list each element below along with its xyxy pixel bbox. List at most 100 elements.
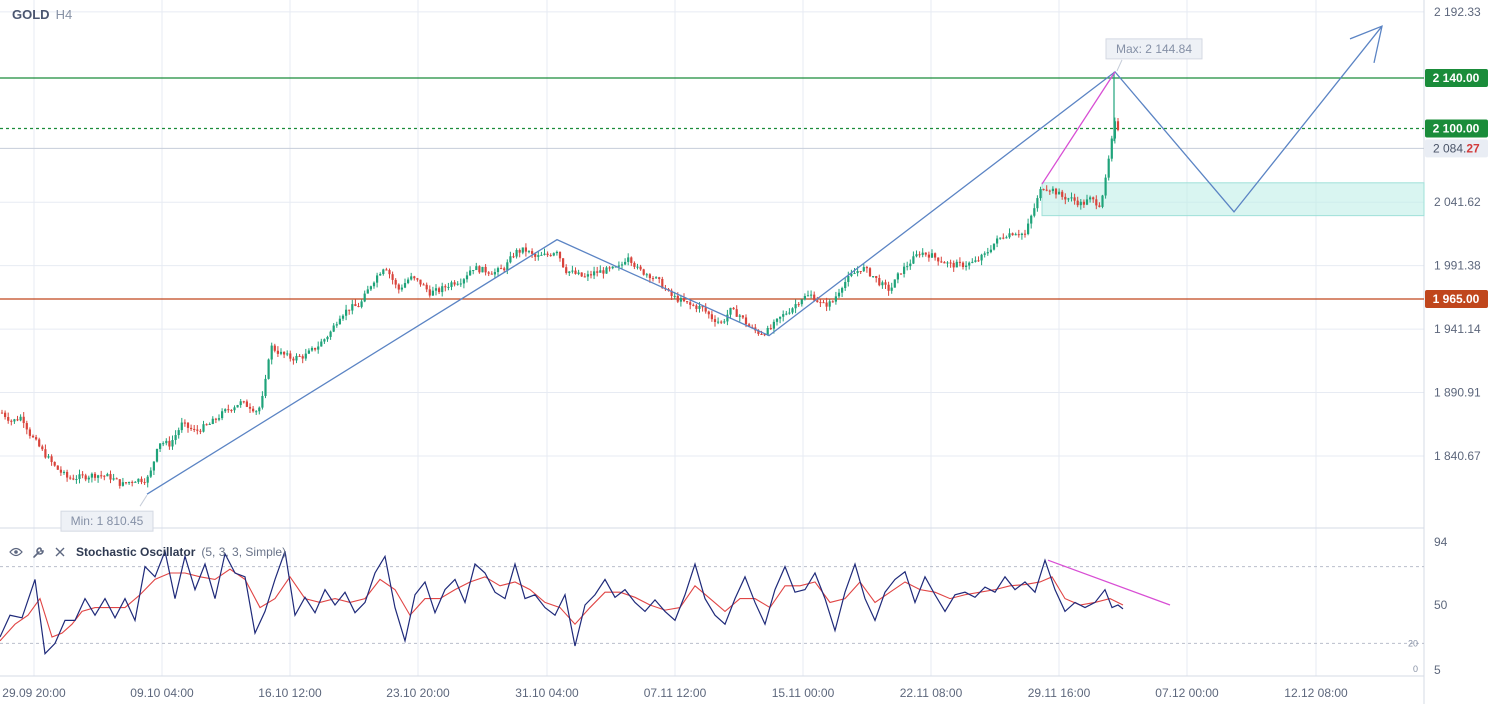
candle-body [276, 350, 279, 354]
candle-body [44, 449, 47, 458]
candle-body [896, 273, 899, 280]
candle-body [670, 290, 673, 296]
candle-body [608, 267, 611, 269]
candle-body [1005, 237, 1008, 239]
candle-body [720, 321, 723, 323]
candle-body [676, 295, 679, 302]
candle-body [134, 481, 137, 483]
candle-body [645, 274, 648, 276]
candle-body [1008, 233, 1011, 238]
candle-body [732, 307, 735, 310]
candle-body [707, 311, 710, 315]
candle-body [977, 260, 980, 262]
candle-body [574, 270, 577, 274]
candle-body [593, 271, 596, 276]
candle-body [416, 278, 419, 280]
candle-body [763, 334, 766, 336]
stochastic-k-line [0, 549, 1124, 655]
candle-body [196, 429, 199, 431]
candle-body [775, 318, 779, 322]
candle-body [345, 309, 348, 316]
candle-body [642, 269, 645, 275]
candle-body [537, 255, 540, 257]
candle-body [983, 253, 986, 255]
candle-body [450, 282, 453, 287]
candle-body [295, 355, 298, 361]
candle-body [267, 359, 270, 379]
candle-body [1113, 121, 1116, 139]
candle-body [741, 315, 744, 318]
candle-body [180, 422, 183, 431]
candle-body [648, 274, 651, 279]
candle-body [62, 471, 66, 473]
time-tick-label: 07.12 00:00 [1155, 686, 1219, 700]
candle-body [208, 423, 211, 425]
indicator-name: Stochastic Oscillator [76, 545, 196, 559]
candle-body [304, 353, 307, 359]
timeframe-label[interactable]: H4 [55, 7, 73, 22]
wrench-icon[interactable] [30, 544, 46, 560]
indicator-params: (5, 3, 3, Simple) [201, 545, 287, 559]
candle-body [397, 284, 400, 290]
candle-body [955, 261, 958, 268]
candle-body [236, 405, 239, 408]
candle-body [571, 270, 574, 272]
candle-body [286, 353, 289, 355]
candle-body [1048, 190, 1051, 192]
candle-body [410, 276, 413, 280]
candle-body [878, 278, 881, 286]
candle-body [534, 253, 537, 257]
time-tick-label: 16.10 12:00 [258, 686, 322, 700]
candle-body [230, 409, 233, 411]
candle-body [400, 287, 403, 290]
candle-body [1082, 201, 1085, 205]
candle-body [689, 302, 692, 305]
candle-body [301, 356, 304, 359]
candle-body [729, 307, 732, 315]
close-icon[interactable] [52, 544, 68, 560]
candle-body [131, 481, 134, 483]
candle-body [202, 424, 205, 432]
candle-body [1045, 189, 1048, 191]
candle-body [87, 477, 90, 480]
candle-body [673, 295, 676, 297]
candle-body [949, 262, 952, 264]
candle-body [906, 266, 909, 268]
candle-body [100, 475, 103, 477]
candle-body [1089, 197, 1092, 200]
candle-body [527, 251, 531, 253]
candle-body [171, 440, 174, 447]
price-level-label: 2 140.00 [1433, 71, 1480, 85]
candle-body [162, 443, 165, 445]
candle-body [543, 253, 546, 255]
candle-body [329, 331, 332, 337]
candle-body [366, 289, 369, 294]
candle-body [1027, 223, 1030, 235]
candle-body [459, 283, 462, 285]
candle-body [577, 272, 580, 274]
candle-body [1092, 197, 1095, 200]
candle-body [679, 297, 682, 302]
candle-body [338, 318, 341, 325]
max-badge [1105, 38, 1203, 60]
candle-body [1051, 188, 1054, 192]
candle-body [1014, 234, 1017, 236]
candle-body [351, 304, 354, 311]
candle-body [50, 456, 53, 463]
candle-body [937, 257, 940, 262]
min-label: Min: 1 810.45 [71, 514, 144, 528]
candle-body [717, 321, 720, 323]
price-tick-label: 1 941.14 [1434, 322, 1481, 336]
eye-icon[interactable] [8, 544, 24, 560]
candle-body [255, 411, 258, 413]
candle-body [803, 296, 806, 300]
candle-body [921, 252, 924, 255]
candle-body [723, 321, 726, 323]
candle-body [918, 254, 921, 256]
candle-body [500, 268, 503, 270]
candle-body [927, 254, 930, 258]
candle-body [819, 302, 822, 304]
candle-body [841, 288, 844, 293]
